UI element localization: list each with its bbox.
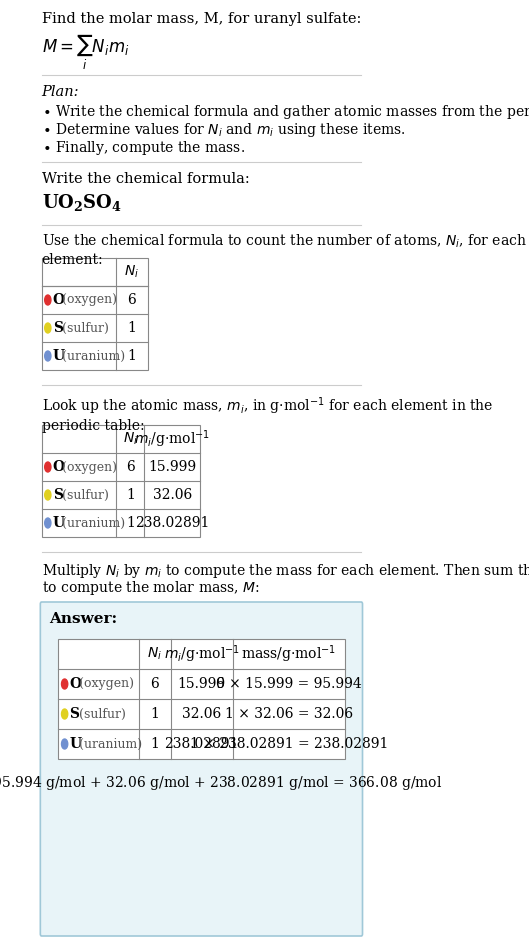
Text: S: S [70, 707, 80, 721]
Circle shape [61, 679, 68, 689]
Text: O: O [53, 460, 65, 474]
Text: 6: 6 [127, 293, 136, 307]
Text: 15.999: 15.999 [148, 460, 196, 474]
Text: $\bullet$ Finally, compute the mass.: $\bullet$ Finally, compute the mass. [42, 139, 244, 157]
Text: O: O [70, 677, 82, 691]
Text: 6: 6 [126, 460, 135, 474]
Text: 1 × 238.02891 = 238.02891: 1 × 238.02891 = 238.02891 [190, 737, 388, 751]
Text: U: U [70, 737, 82, 751]
Circle shape [44, 490, 51, 500]
Text: $m_i$/g$\cdot$mol$^{-1}$: $m_i$/g$\cdot$mol$^{-1}$ [163, 643, 240, 665]
Text: (sulfur): (sulfur) [58, 489, 108, 501]
Circle shape [44, 351, 51, 361]
Text: (sulfur): (sulfur) [58, 321, 108, 334]
Text: mass/g$\cdot$mol$^{-1}$: mass/g$\cdot$mol$^{-1}$ [241, 643, 336, 665]
Text: 1: 1 [151, 707, 159, 721]
Text: 1: 1 [127, 349, 136, 363]
Text: $\mathregular{UO_2SO_4}$: $\mathregular{UO_2SO_4}$ [42, 192, 122, 213]
Text: 32.06: 32.06 [153, 488, 192, 502]
Text: (uranium): (uranium) [58, 516, 125, 529]
Circle shape [44, 462, 51, 472]
Text: $m_i$/g$\cdot$mol$^{-1}$: $m_i$/g$\cdot$mol$^{-1}$ [134, 429, 211, 449]
Circle shape [61, 709, 68, 719]
Circle shape [44, 323, 51, 333]
Text: $\bullet$ Determine values for $N_i$ and $m_i$ using these items.: $\bullet$ Determine values for $N_i$ and… [42, 121, 405, 139]
Text: Multiply $N_i$ by $m_i$ to compute the mass for each element. Then sum those val: Multiply $N_i$ by $m_i$ to compute the m… [42, 562, 529, 580]
Text: S: S [53, 321, 63, 335]
Bar [58, 639, 345, 759]
Text: 15.999: 15.999 [178, 677, 226, 691]
Text: (oxygen): (oxygen) [75, 677, 134, 690]
Text: 1: 1 [126, 488, 135, 502]
Text: (oxygen): (oxygen) [58, 294, 117, 306]
Text: 1: 1 [127, 321, 136, 335]
Circle shape [44, 295, 51, 305]
Text: $N_i$: $N_i$ [124, 264, 140, 280]
Text: 1 × 32.06 = 32.06: 1 × 32.06 = 32.06 [225, 707, 353, 721]
Text: (uranium): (uranium) [75, 738, 142, 751]
Text: 32.06: 32.06 [182, 707, 221, 721]
Text: Answer:: Answer: [49, 612, 117, 626]
Bar [42, 425, 200, 537]
Text: 238.02891: 238.02891 [165, 737, 239, 751]
Text: S: S [53, 488, 63, 502]
Text: 1: 1 [151, 737, 159, 751]
Circle shape [44, 518, 51, 528]
Text: 1: 1 [126, 516, 135, 530]
Text: to compute the molar mass, $M$:: to compute the molar mass, $M$: [42, 579, 259, 597]
Bar [42, 258, 148, 370]
Text: Look up the atomic mass, $m_i$, in g$\cdot$mol$^{-1}$ for each element in the pe: Look up the atomic mass, $m_i$, in g$\cd… [42, 395, 493, 432]
Text: Plan:: Plan: [42, 85, 79, 99]
Text: (uranium): (uranium) [58, 349, 125, 363]
Text: O: O [53, 293, 65, 307]
Text: (oxygen): (oxygen) [58, 461, 117, 474]
Text: 6 × 15.999 = 95.994: 6 × 15.999 = 95.994 [216, 677, 362, 691]
Text: $N_i$: $N_i$ [123, 430, 138, 447]
Circle shape [61, 739, 68, 749]
Text: $\bullet$ Write the chemical formula and gather atomic masses from the periodic : $\bullet$ Write the chemical formula and… [42, 103, 529, 121]
Text: (sulfur): (sulfur) [75, 707, 126, 721]
Text: 238.02891: 238.02891 [135, 516, 209, 530]
Text: Write the chemical formula:: Write the chemical formula: [42, 172, 249, 186]
Text: U: U [53, 349, 65, 363]
Text: Use the chemical formula to count the number of atoms, $N_i$, for each element:: Use the chemical formula to count the nu… [42, 233, 526, 267]
FancyBboxPatch shape [40, 602, 362, 936]
Text: U: U [53, 516, 65, 530]
Text: $M$ = 95.994 g/mol + 32.06 g/mol + 238.02891 g/mol = 366.08 g/mol: $M$ = 95.994 g/mol + 32.06 g/mol + 238.0… [0, 774, 442, 792]
Text: $N_i$: $N_i$ [148, 646, 162, 662]
Text: $M = \sum_i N_i m_i$: $M = \sum_i N_i m_i$ [42, 32, 129, 72]
Text: 6: 6 [151, 677, 159, 691]
Text: Find the molar mass, M, for uranyl sulfate:: Find the molar mass, M, for uranyl sulfa… [42, 12, 361, 26]
